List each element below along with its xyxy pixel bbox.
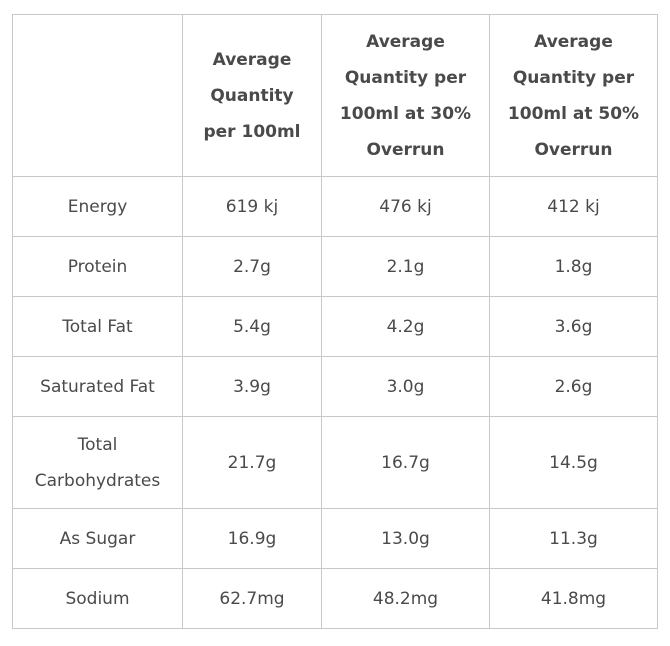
value-per-100ml: 16.9g: [182, 508, 322, 569]
nutrient-cell: Total Carbohydrates: [12, 416, 183, 509]
header-row: Average Quantity per 100ml Average Quant…: [12, 14, 658, 177]
nutrient-cell: Protein: [12, 236, 183, 297]
value-50-overrun: 14.5g: [489, 416, 658, 509]
value-50-overrun: 11.3g: [489, 508, 658, 569]
header-label: Average Quantity per 100ml: [203, 49, 301, 142]
nutrient-cell: Energy: [12, 176, 183, 237]
nutrition-table-container: Average Quantity per 100ml Average Quant…: [12, 14, 658, 629]
nutrient-cell: Total Fat: [12, 296, 183, 357]
header-cell-30-overrun: Average Quantity per 100ml at 30% Overru…: [321, 14, 490, 177]
value-per-100ml: 2.7g: [182, 236, 322, 297]
value-per-100ml: 619 kj: [182, 176, 322, 237]
nutrient-cell: Sodium: [12, 568, 183, 629]
nutrient-cell: Saturated Fat: [12, 356, 183, 417]
table-row: Saturated Fat 3.9g 3.0g 2.6g: [12, 356, 658, 417]
table-row: Protein 2.7g 2.1g 1.8g: [12, 236, 658, 297]
value-50-overrun: 412 kj: [489, 176, 658, 237]
value-30-overrun: 13.0g: [321, 508, 490, 569]
nutrition-table: Average Quantity per 100ml Average Quant…: [12, 14, 658, 629]
value-per-100ml: 3.9g: [182, 356, 322, 417]
value-30-overrun: 2.1g: [321, 236, 490, 297]
value-30-overrun: 4.2g: [321, 296, 490, 357]
table-row: Total Fat 5.4g 4.2g 3.6g: [12, 296, 658, 357]
value-per-100ml: 5.4g: [182, 296, 322, 357]
value-per-100ml: 21.7g: [182, 416, 322, 509]
header-cell-50-overrun: Average Quantity per 100ml at 50% Overru…: [489, 14, 658, 177]
table-row: Sodium 62.7mg 48.2mg 41.8mg: [12, 568, 658, 629]
value-30-overrun: 48.2mg: [321, 568, 490, 629]
header-label: Average Quantity per 100ml at 30% Overru…: [339, 31, 472, 160]
value-50-overrun: 3.6g: [489, 296, 658, 357]
value-50-overrun: 41.8mg: [489, 568, 658, 629]
header-cell-empty: [12, 14, 183, 177]
value-30-overrun: 16.7g: [321, 416, 490, 509]
nutrient-label: Total Carbohydrates: [34, 434, 161, 491]
header-cell-per-100ml: Average Quantity per 100ml: [182, 14, 322, 177]
value-per-100ml: 62.7mg: [182, 568, 322, 629]
value-30-overrun: 476 kj: [321, 176, 490, 237]
table-row: Total Carbohydrates 21.7g 16.7g 14.5g: [12, 416, 658, 509]
value-30-overrun: 3.0g: [321, 356, 490, 417]
table-row: As Sugar 16.9g 13.0g 11.3g: [12, 508, 658, 569]
nutrient-cell: As Sugar: [12, 508, 183, 569]
table-row: Energy 619 kj 476 kj 412 kj: [12, 176, 658, 237]
value-50-overrun: 2.6g: [489, 356, 658, 417]
value-50-overrun: 1.8g: [489, 236, 658, 297]
header-label: Average Quantity per 100ml at 50% Overru…: [507, 31, 640, 160]
